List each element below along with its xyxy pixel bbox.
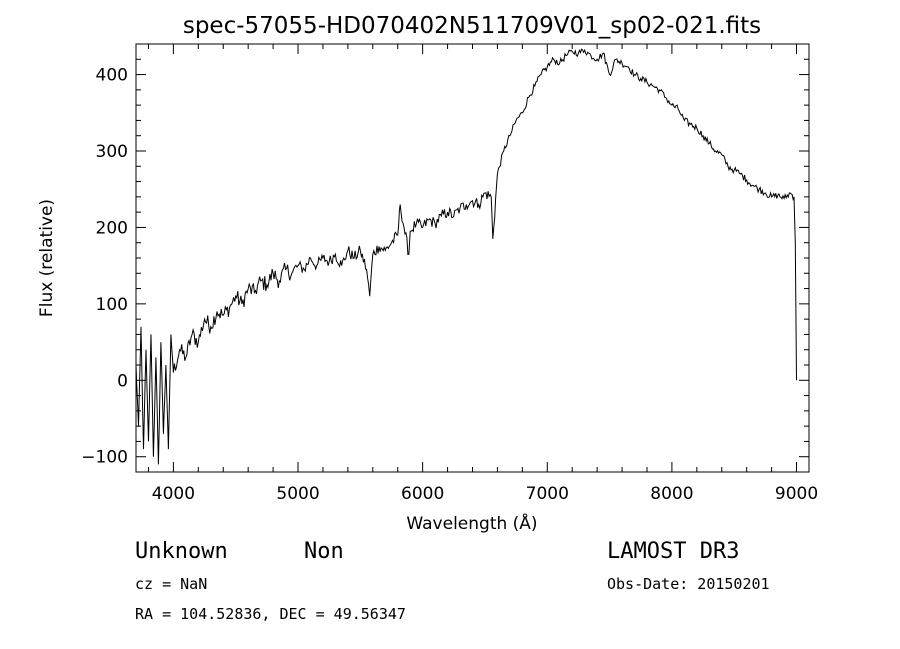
x-tick-label: 8000 [650, 484, 693, 504]
x-axis-label: Wavelength (Å) [406, 512, 537, 534]
x-tick-label: 5000 [276, 484, 319, 504]
series-group [135, 48, 797, 465]
object-class: Non [304, 539, 344, 564]
y-tick-label: 100 [96, 295, 128, 315]
y-axis-ticks: −100 0 100 200 300 400 [81, 43, 809, 473]
survey-name: LAMOST DR3 [607, 539, 740, 564]
y-tick-label: 300 [96, 142, 128, 162]
ra-dec: RA = 104.52836, DEC = 49.56347 [135, 605, 406, 623]
y-tick-label: 400 [96, 66, 128, 86]
flux-series-line [135, 48, 797, 465]
x-tick-label: 6000 [401, 484, 444, 504]
object-name: Unknown [135, 539, 228, 564]
plot-frame [135, 43, 810, 473]
x-tick-label: 9000 [775, 484, 818, 504]
x-tick-label: 4000 [152, 484, 195, 504]
y-tick-label: 200 [96, 218, 128, 238]
y-axis-label: Flux (relative) [37, 199, 57, 317]
y-tick-label: 0 [117, 371, 128, 391]
chart-title: spec-57055-HD070402N511709V01_sp02-021.f… [183, 13, 761, 39]
x-axis-ticks: 4000 5000 6000 7000 8000 9000 [147, 44, 818, 504]
obs-date: Obs-Date: 20150201 [607, 575, 770, 593]
y-tick-label: −100 [81, 448, 128, 468]
cz-value: cz = NaN [135, 575, 208, 593]
x-tick-label: 7000 [526, 484, 569, 504]
